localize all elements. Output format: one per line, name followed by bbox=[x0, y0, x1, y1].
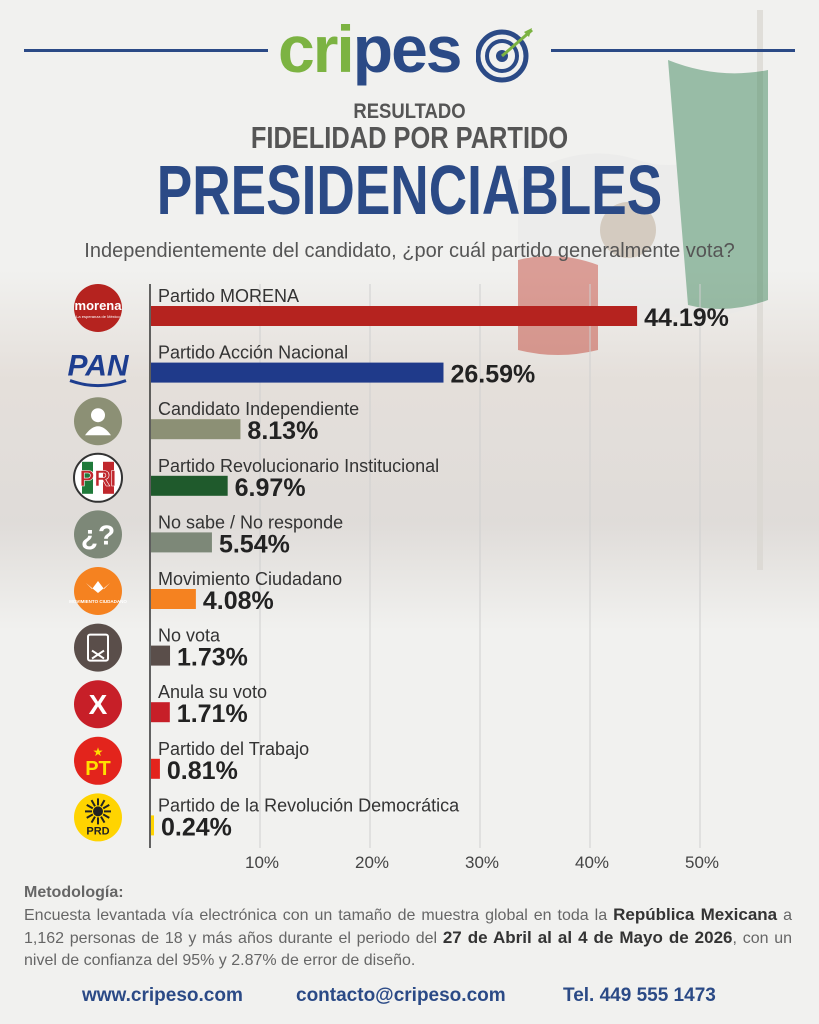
pt-logo-icon: ★PT bbox=[74, 736, 122, 785]
value-label: 1.71% bbox=[177, 700, 248, 728]
category-label: Anula su voto bbox=[158, 682, 267, 702]
x-tick-label: 30% bbox=[465, 853, 499, 872]
value-label: 4.08% bbox=[203, 587, 274, 615]
value-label: 1.73% bbox=[177, 644, 248, 672]
methodology-section: Metodología: Encuesta levantada vía elec… bbox=[24, 882, 792, 972]
value-label: 6.97% bbox=[235, 474, 306, 502]
category-label: Partido del Trabajo bbox=[158, 739, 309, 759]
palace-background bbox=[0, 270, 819, 630]
category-label: Partido MORENA bbox=[158, 286, 299, 306]
value-label: 5.54% bbox=[219, 530, 290, 558]
pri-logo-icon: PRI bbox=[73, 452, 123, 503]
pan-logo-icon: PAN bbox=[67, 350, 130, 388]
bar-chart: 10% 20% 30% 40% 50% Partido MORENA 44.19% moren… bbox=[67, 284, 729, 872]
svg-text:★: ★ bbox=[93, 745, 104, 759]
header-line-left bbox=[24, 49, 268, 52]
category-label: Partido Revolucionario Institucional bbox=[158, 456, 439, 476]
bar bbox=[151, 702, 170, 723]
category-label: No sabe / No responde bbox=[158, 512, 343, 532]
x-tick-label: 50% bbox=[685, 853, 719, 872]
target-icon bbox=[476, 28, 533, 83]
person-icon bbox=[74, 397, 122, 446]
category-label: Movimiento Ciudadano bbox=[158, 569, 342, 589]
methodology-title: Metodología: bbox=[24, 884, 124, 901]
svg-text:morena: morena bbox=[75, 298, 123, 313]
value-label: 8.13% bbox=[247, 417, 318, 445]
svg-text:X: X bbox=[89, 689, 108, 720]
cross-icon: X bbox=[74, 680, 122, 729]
svg-text:MOVIMIENTO CIUDADANO: MOVIMIENTO CIUDADANO bbox=[69, 599, 127, 604]
mexican-flag-background bbox=[518, 60, 768, 355]
bar bbox=[151, 475, 228, 496]
svg-text:PRI: PRI bbox=[80, 466, 117, 491]
category-label: No vota bbox=[158, 626, 221, 646]
svg-text:PAN: PAN bbox=[67, 350, 129, 383]
bar bbox=[151, 306, 638, 326]
footer-email[interactable]: contacto@cripeso.com bbox=[296, 985, 506, 1006]
svg-text:PT: PT bbox=[85, 758, 111, 780]
flag-pole bbox=[757, 10, 763, 570]
value-label: 0.81% bbox=[167, 757, 238, 785]
svg-text:PRD: PRD bbox=[86, 825, 109, 837]
footer-phone: Tel. 449 555 1473 bbox=[563, 985, 716, 1006]
x-tick-label: 40% bbox=[575, 853, 609, 872]
x-tick-label: 10% bbox=[245, 853, 279, 872]
value-label: 44.19% bbox=[644, 304, 729, 332]
bar bbox=[151, 362, 444, 383]
prd-logo-icon: PRD bbox=[74, 793, 122, 842]
main-title: PRESIDENCIABLES bbox=[156, 151, 663, 229]
svg-text:La esperanza de México: La esperanza de México bbox=[76, 314, 120, 319]
question-icon: ¿? bbox=[74, 510, 122, 559]
value-label: 0.24% bbox=[161, 813, 232, 841]
bar bbox=[151, 645, 171, 666]
ballot-icon bbox=[74, 623, 122, 672]
bar bbox=[151, 758, 160, 779]
methodology-text: Encuesta levantada vía electrónica con u… bbox=[24, 905, 793, 969]
bar bbox=[151, 815, 154, 836]
bar bbox=[151, 532, 212, 553]
x-tick-label: 20% bbox=[355, 853, 389, 872]
survey-question: Independientemente del candidato, ¿por c… bbox=[84, 240, 735, 262]
category-label: Partido Acción Nacional bbox=[158, 343, 348, 363]
result-heading: RESULTADO bbox=[353, 100, 466, 123]
svg-text:¿?: ¿? bbox=[81, 519, 115, 550]
category-label: Candidato Independiente bbox=[158, 399, 359, 419]
bar bbox=[151, 419, 241, 440]
bar bbox=[151, 589, 196, 609]
cripeso-logo: cripeso bbox=[278, 12, 540, 86]
subtitle-heading: FIDELIDAD POR PARTIDO bbox=[250, 120, 569, 155]
category-label: Partido de la Revolución Democrática bbox=[158, 795, 460, 815]
header-line-right bbox=[551, 49, 795, 52]
mc-logo-icon: MOVIMIENTO CIUDADANO bbox=[69, 567, 127, 615]
value-label: 26.59% bbox=[450, 361, 535, 389]
footer-website[interactable]: www.cripeso.com bbox=[82, 985, 243, 1006]
